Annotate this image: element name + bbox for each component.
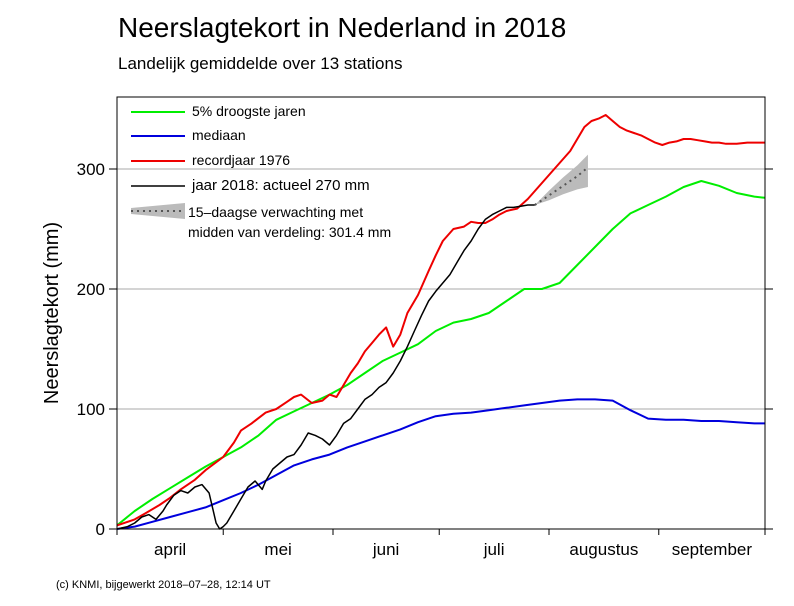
legend-label-5pct: 5% droogste jaren [192, 103, 306, 119]
series-recordjaar-1976 [116, 114, 765, 527]
y-tick-label: 100 [77, 400, 105, 419]
x-tick-label-mei: mei [264, 540, 291, 559]
series-mediaan [116, 398, 765, 530]
x-tick-label-juli: juli [483, 540, 505, 559]
series-2018 [116, 204, 535, 530]
legend-label-1976: recordjaar 1976 [192, 152, 290, 168]
y-tick-label: 200 [77, 280, 105, 299]
legend-label-2018: jaar 2018: actueel 270 mm [191, 177, 370, 194]
chart-title: Neerslagtekort in Nederland in 2018 [118, 12, 566, 43]
y-tick-label: 300 [77, 160, 105, 179]
legend: 5% droogste jaren mediaan recordjaar 197… [131, 103, 391, 240]
forecast-midline [534, 166, 589, 206]
x-tick-label-augustus: augustus [569, 540, 638, 559]
forecast-band [534, 154, 588, 205]
x-tick-label-september: september [672, 540, 753, 559]
x-tick-label-april: april [154, 540, 186, 559]
legend-label-mediaan: mediaan [192, 127, 246, 143]
legend-swatch-forecast-band [131, 203, 185, 219]
credit-text: (c) KNMI, bijgewerkt 2018–07–28, 12:14 U… [56, 579, 271, 591]
series-group [116, 114, 766, 530]
x-tick-label-juni: juni [372, 540, 399, 559]
legend-label-forecast-1: 15–daagse verwachting met [188, 204, 363, 220]
series-5pct-droogste [116, 180, 766, 527]
grid [117, 168, 765, 410]
axes: 0 100 200 300 april mei juni juli augustus septem… [77, 160, 773, 559]
y-axis-label: Neerslagtekort (mm) [41, 222, 63, 404]
y-tick-label: 0 [96, 520, 105, 539]
chart-subtitle: Landelijk gemiddelde over 13 stations [118, 54, 402, 73]
legend-label-forecast-2: midden van verdeling: 301.4 mm [188, 224, 391, 240]
plot-frame [116, 96, 766, 530]
